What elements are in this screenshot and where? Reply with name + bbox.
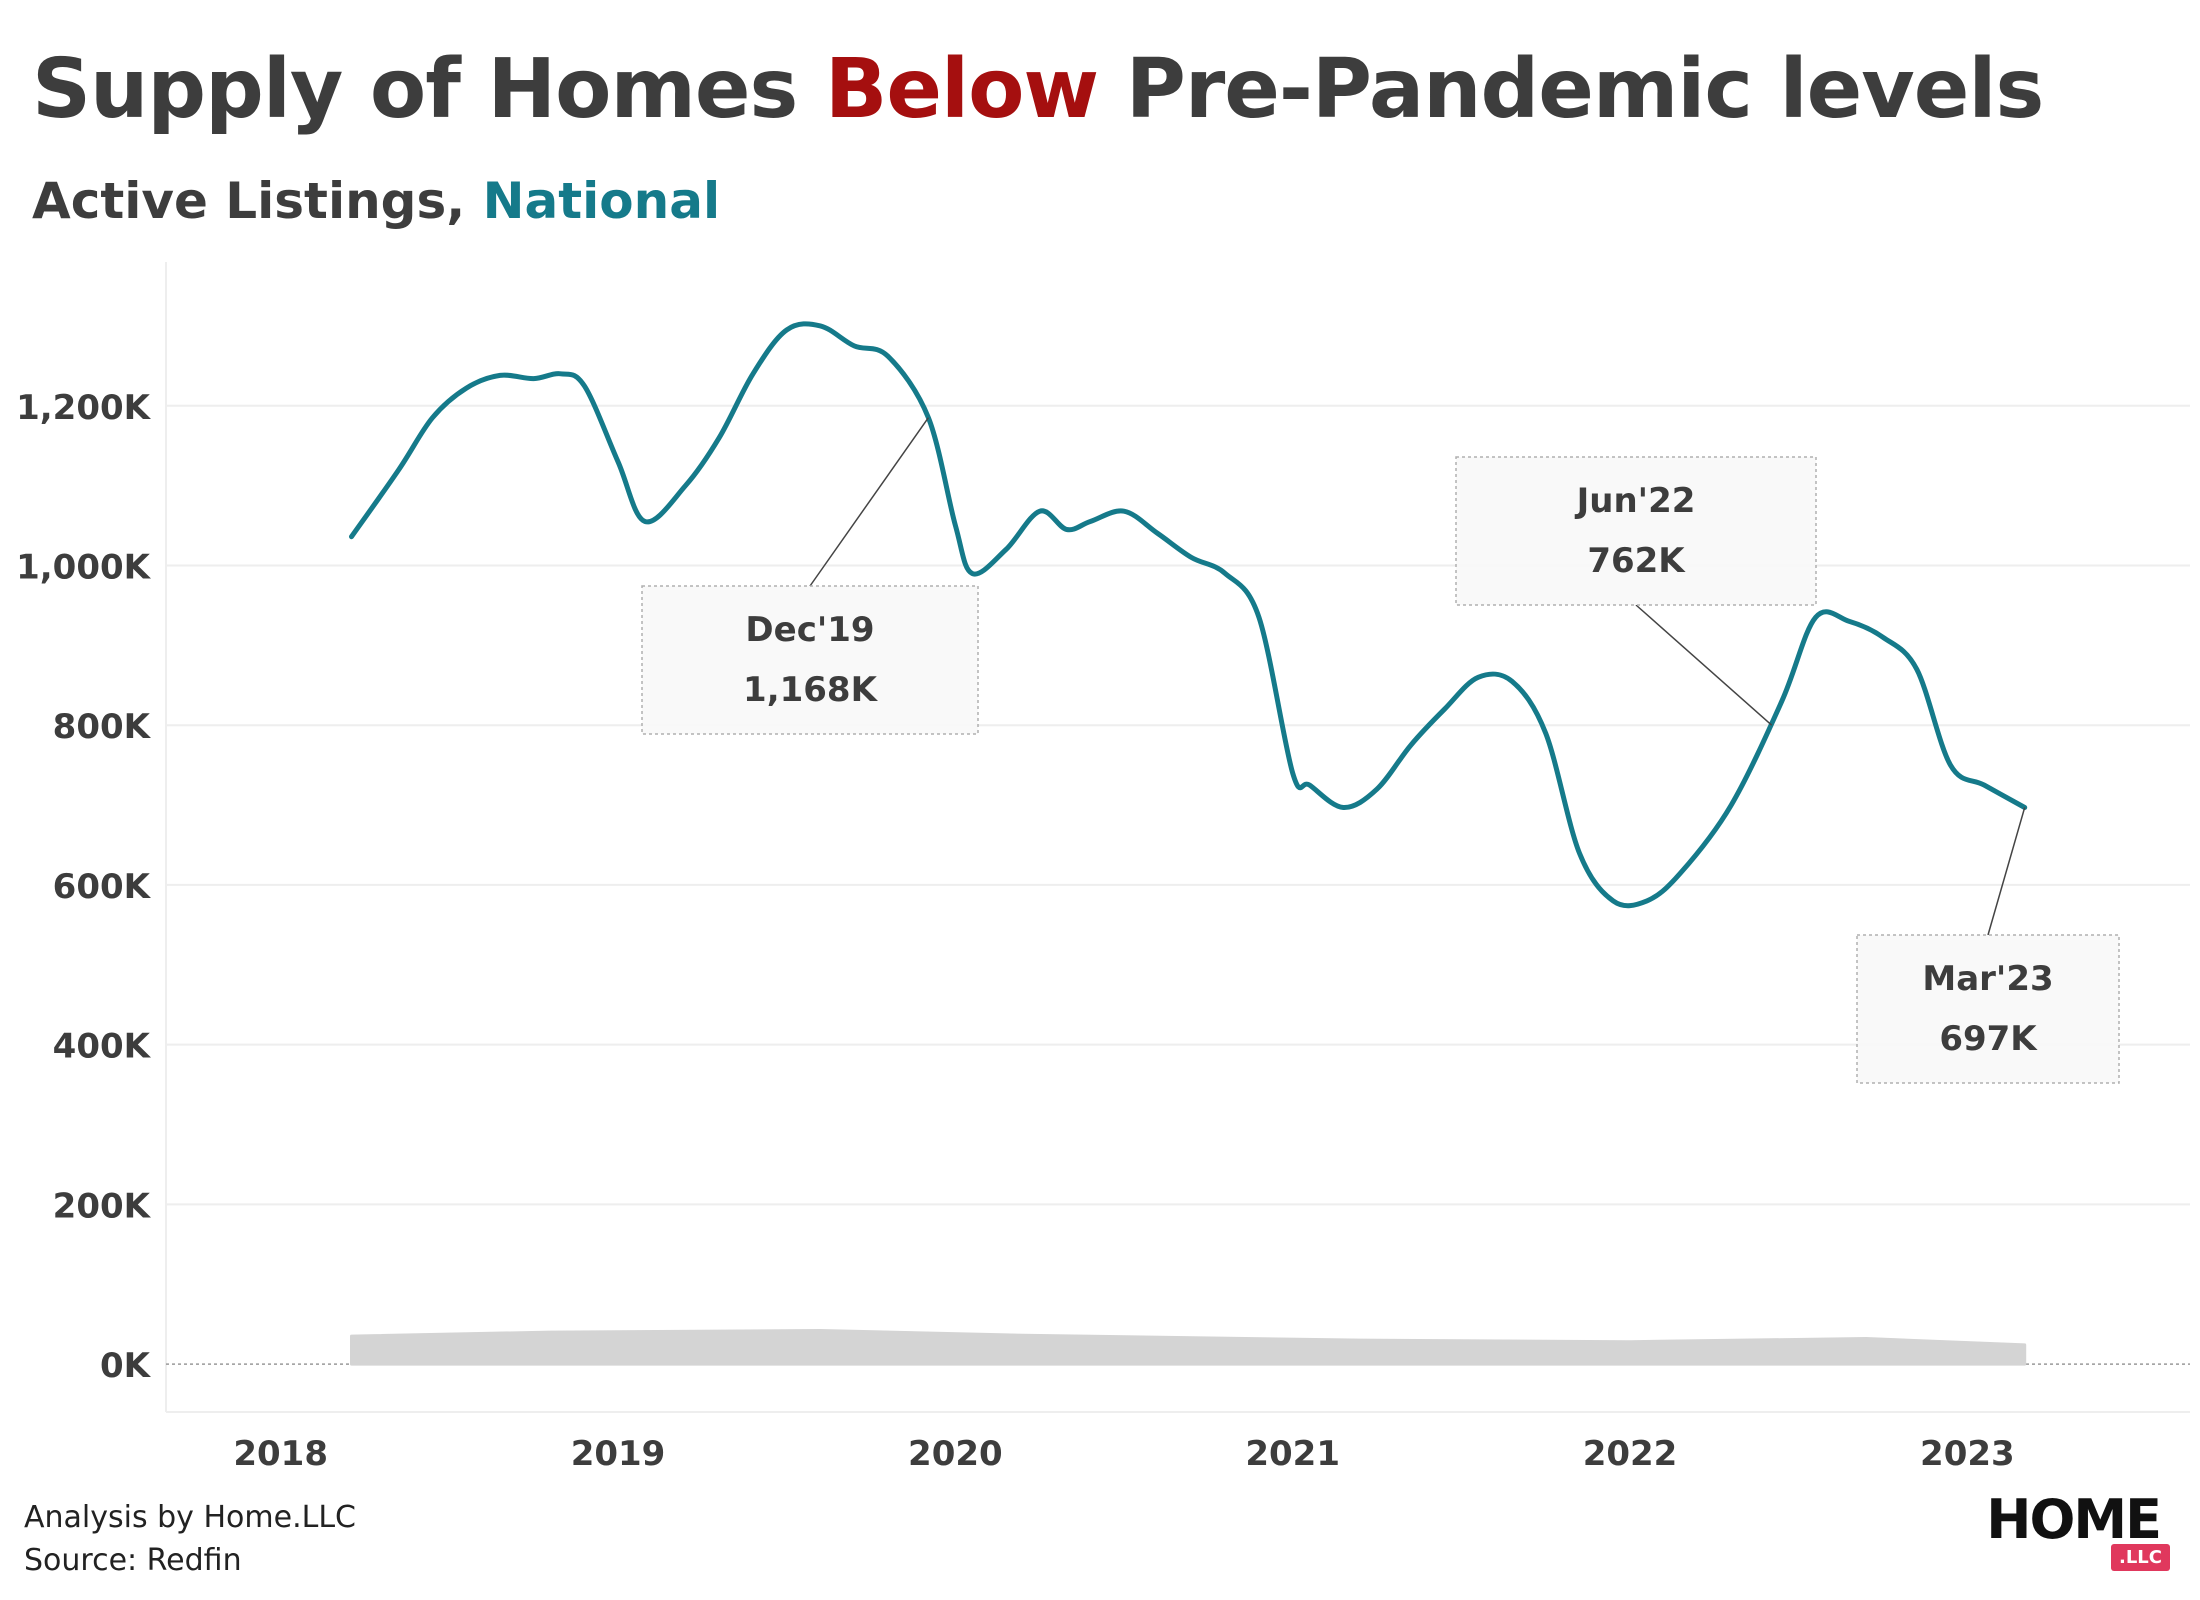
y-tick-label: 1,000K	[16, 547, 152, 587]
annotation-date: Mar'23	[1922, 959, 2053, 999]
annotation-box	[641, 585, 979, 735]
logo-badge: .LLC	[2111, 1544, 2170, 1571]
gray-band-area	[350, 1329, 2027, 1366]
x-tick-label: 2019	[571, 1434, 666, 1474]
y-tick-label: 200K	[53, 1186, 152, 1226]
x-axis-ticks: 2018 2019 2020 2021 2022 2023	[233, 1434, 2014, 1474]
x-tick-label: 2023	[1920, 1434, 2015, 1474]
y-tick-label: 600K	[53, 867, 152, 907]
annotation-box	[1856, 934, 2120, 1084]
analysis-credit: Analysis by Home.LLC	[24, 1500, 356, 1535]
annotations: Dec'19 1,168K Jun'22 762K Mar'23 697K	[641, 417, 2120, 1084]
y-tick-label: 0K	[100, 1346, 152, 1386]
annotation-leader	[1635, 604, 1773, 726]
title-post: Pre-Pandemic levels	[1098, 42, 2045, 137]
y-tick-label: 800K	[53, 707, 152, 747]
title-pre: Supply of Homes	[32, 42, 825, 137]
home-llc-logo: HOME	[1986, 1488, 2162, 1551]
title-highlight: Below	[824, 42, 1099, 137]
annotation-mar23: Mar'23 697K	[1856, 807, 2120, 1084]
y-axis-ticks: 0K 200K 400K 600K 800K 1,000K 1,200K	[16, 388, 152, 1386]
annotation-box	[1455, 456, 1817, 606]
x-tick-label: 2021	[1245, 1434, 1340, 1474]
series-layer	[349, 321, 2028, 909]
annotation-leader	[1987, 807, 2026, 936]
x-tick-label: 2022	[1583, 1434, 1678, 1474]
annotation-leader	[809, 417, 929, 587]
annotation-date: Dec'19	[745, 610, 874, 650]
source-credit: Source: Redfin	[24, 1543, 242, 1578]
chart-subtitle: Active Listings, National	[32, 172, 720, 230]
annotation-value: 1,168K	[743, 670, 879, 710]
annotation-value: 762K	[1587, 541, 1686, 581]
annotation-value: 697K	[1939, 1019, 2038, 1059]
x-tick-label: 2020	[908, 1434, 1003, 1474]
y-tick-label: 400K	[53, 1027, 152, 1067]
gray-band	[350, 1329, 2027, 1366]
y-tick-label: 1,200K	[16, 388, 152, 428]
annotation-dec19: Dec'19 1,168K	[641, 417, 979, 735]
subtitle-pre: Active Listings,	[32, 172, 483, 230]
grid-lines	[165, 262, 2190, 1413]
x-tick-label: 2018	[233, 1434, 328, 1474]
chart-title: Supply of Homes Below Pre-Pandemic level…	[32, 42, 2045, 137]
annotation-jun22: Jun'22 762K	[1455, 456, 1817, 726]
series-line	[349, 321, 2028, 909]
subtitle-highlight: National	[482, 172, 721, 230]
annotation-date: Jun'22	[1575, 481, 1696, 521]
